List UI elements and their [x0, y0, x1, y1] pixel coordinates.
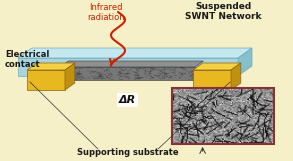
Text: Infrared
radiation: Infrared radiation	[87, 3, 125, 22]
Text: Supporting substrate: Supporting substrate	[77, 148, 179, 157]
Text: ΔR: ΔR	[119, 95, 136, 105]
Polygon shape	[27, 63, 75, 70]
Text: Suspended
SWNT Network: Suspended SWNT Network	[185, 2, 261, 21]
Text: Electrical
contact: Electrical contact	[5, 50, 50, 69]
FancyBboxPatch shape	[18, 58, 238, 76]
Polygon shape	[231, 63, 241, 90]
Polygon shape	[60, 61, 203, 67]
Polygon shape	[18, 48, 252, 58]
Polygon shape	[65, 63, 75, 90]
Polygon shape	[193, 63, 241, 70]
FancyBboxPatch shape	[60, 67, 195, 80]
FancyBboxPatch shape	[193, 70, 231, 90]
FancyBboxPatch shape	[27, 70, 65, 90]
Polygon shape	[238, 48, 252, 76]
